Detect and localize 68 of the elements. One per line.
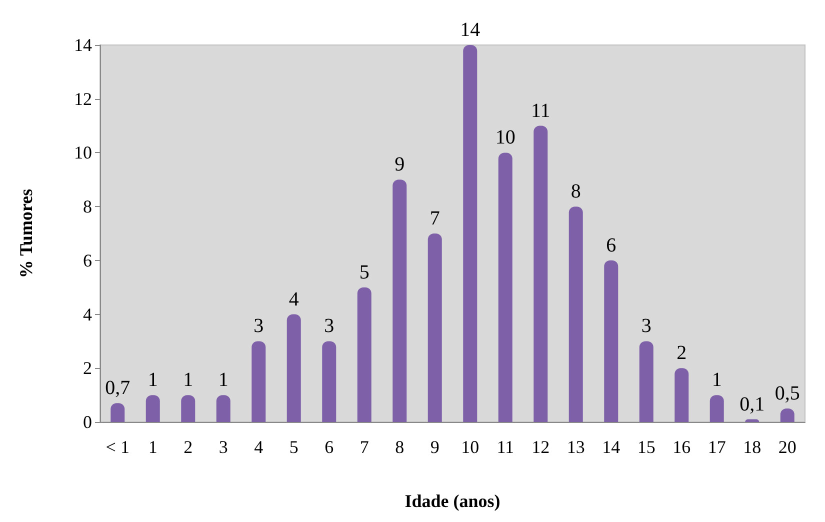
bar <box>498 152 512 422</box>
x-tick-label: 6 <box>324 437 334 457</box>
x-tick-label: 17 <box>708 437 726 457</box>
data-label: 1 <box>183 369 194 392</box>
data-label: 6 <box>606 234 616 256</box>
data-label: 0,7 <box>105 377 130 400</box>
x-tick-label: 15 <box>637 437 656 457</box>
bar <box>322 341 336 422</box>
x-tick-label: 4 <box>254 437 264 457</box>
bar <box>216 395 230 422</box>
bar <box>252 341 266 422</box>
x-tick-label: 8 <box>395 437 404 457</box>
x-tick-label: 16 <box>672 437 691 457</box>
x-tick-label: 9 <box>430 437 440 457</box>
bar <box>674 368 689 422</box>
data-label: 5 <box>359 261 370 284</box>
x-tick-label: 11 <box>496 437 514 457</box>
bar <box>357 287 372 422</box>
data-label: 1 <box>148 369 158 392</box>
data-label: 2 <box>676 342 687 364</box>
data-label: 0,5 <box>774 382 800 405</box>
y-tick-label: 14 <box>74 35 92 55</box>
bar <box>392 180 407 422</box>
data-label: 1 <box>218 369 228 392</box>
bar <box>639 341 654 422</box>
x-tick-label: 14 <box>602 437 620 457</box>
x-tick-label: 20 <box>778 437 796 457</box>
data-label: 10 <box>495 126 516 149</box>
data-label: 7 <box>430 208 440 230</box>
y-tick-label: 2 <box>83 358 92 378</box>
x-tick-label: 13 <box>566 437 585 457</box>
data-label: 14 <box>460 19 480 41</box>
x-tick-label: 5 <box>289 437 298 457</box>
data-label: 8 <box>570 180 581 203</box>
bar <box>710 395 724 422</box>
y-tick-label: 0 <box>83 412 92 432</box>
y-tick-label: 6 <box>83 250 92 270</box>
x-tick-label: 10 <box>461 437 480 457</box>
y-axis-title: % Tumores <box>16 188 36 278</box>
x-tick-label: 2 <box>184 437 193 457</box>
x-tick-label: 1 <box>148 437 158 457</box>
x-tick-label: 3 <box>218 437 228 457</box>
bar <box>428 234 442 422</box>
bar <box>604 260 618 422</box>
bar <box>534 126 548 422</box>
bar <box>286 314 301 422</box>
data-label: 11 <box>530 100 550 122</box>
data-label: 0,1 <box>740 393 765 416</box>
x-tick-label: 18 <box>743 437 762 457</box>
bar <box>146 395 160 422</box>
x-tick-label: 12 <box>532 437 550 457</box>
y-tick-label: 4 <box>83 304 92 324</box>
y-tick-label: 8 <box>83 196 92 217</box>
bar <box>110 403 125 422</box>
x-axis-title: Idade (anos) <box>404 491 500 511</box>
data-label: 3 <box>324 315 334 338</box>
data-label: 3 <box>254 315 264 338</box>
bar <box>568 206 583 422</box>
data-label: 4 <box>288 288 299 310</box>
bar <box>181 395 196 422</box>
data-label: 9 <box>394 154 405 176</box>
bar <box>463 45 478 422</box>
y-tick-label: 10 <box>74 142 92 163</box>
x-tick-label: 7 <box>360 437 369 457</box>
data-label: 3 <box>641 315 652 338</box>
x-tick-label: < 1 <box>106 437 130 457</box>
y-tick-label: 12 <box>74 88 92 109</box>
data-label: 1 <box>712 369 722 392</box>
